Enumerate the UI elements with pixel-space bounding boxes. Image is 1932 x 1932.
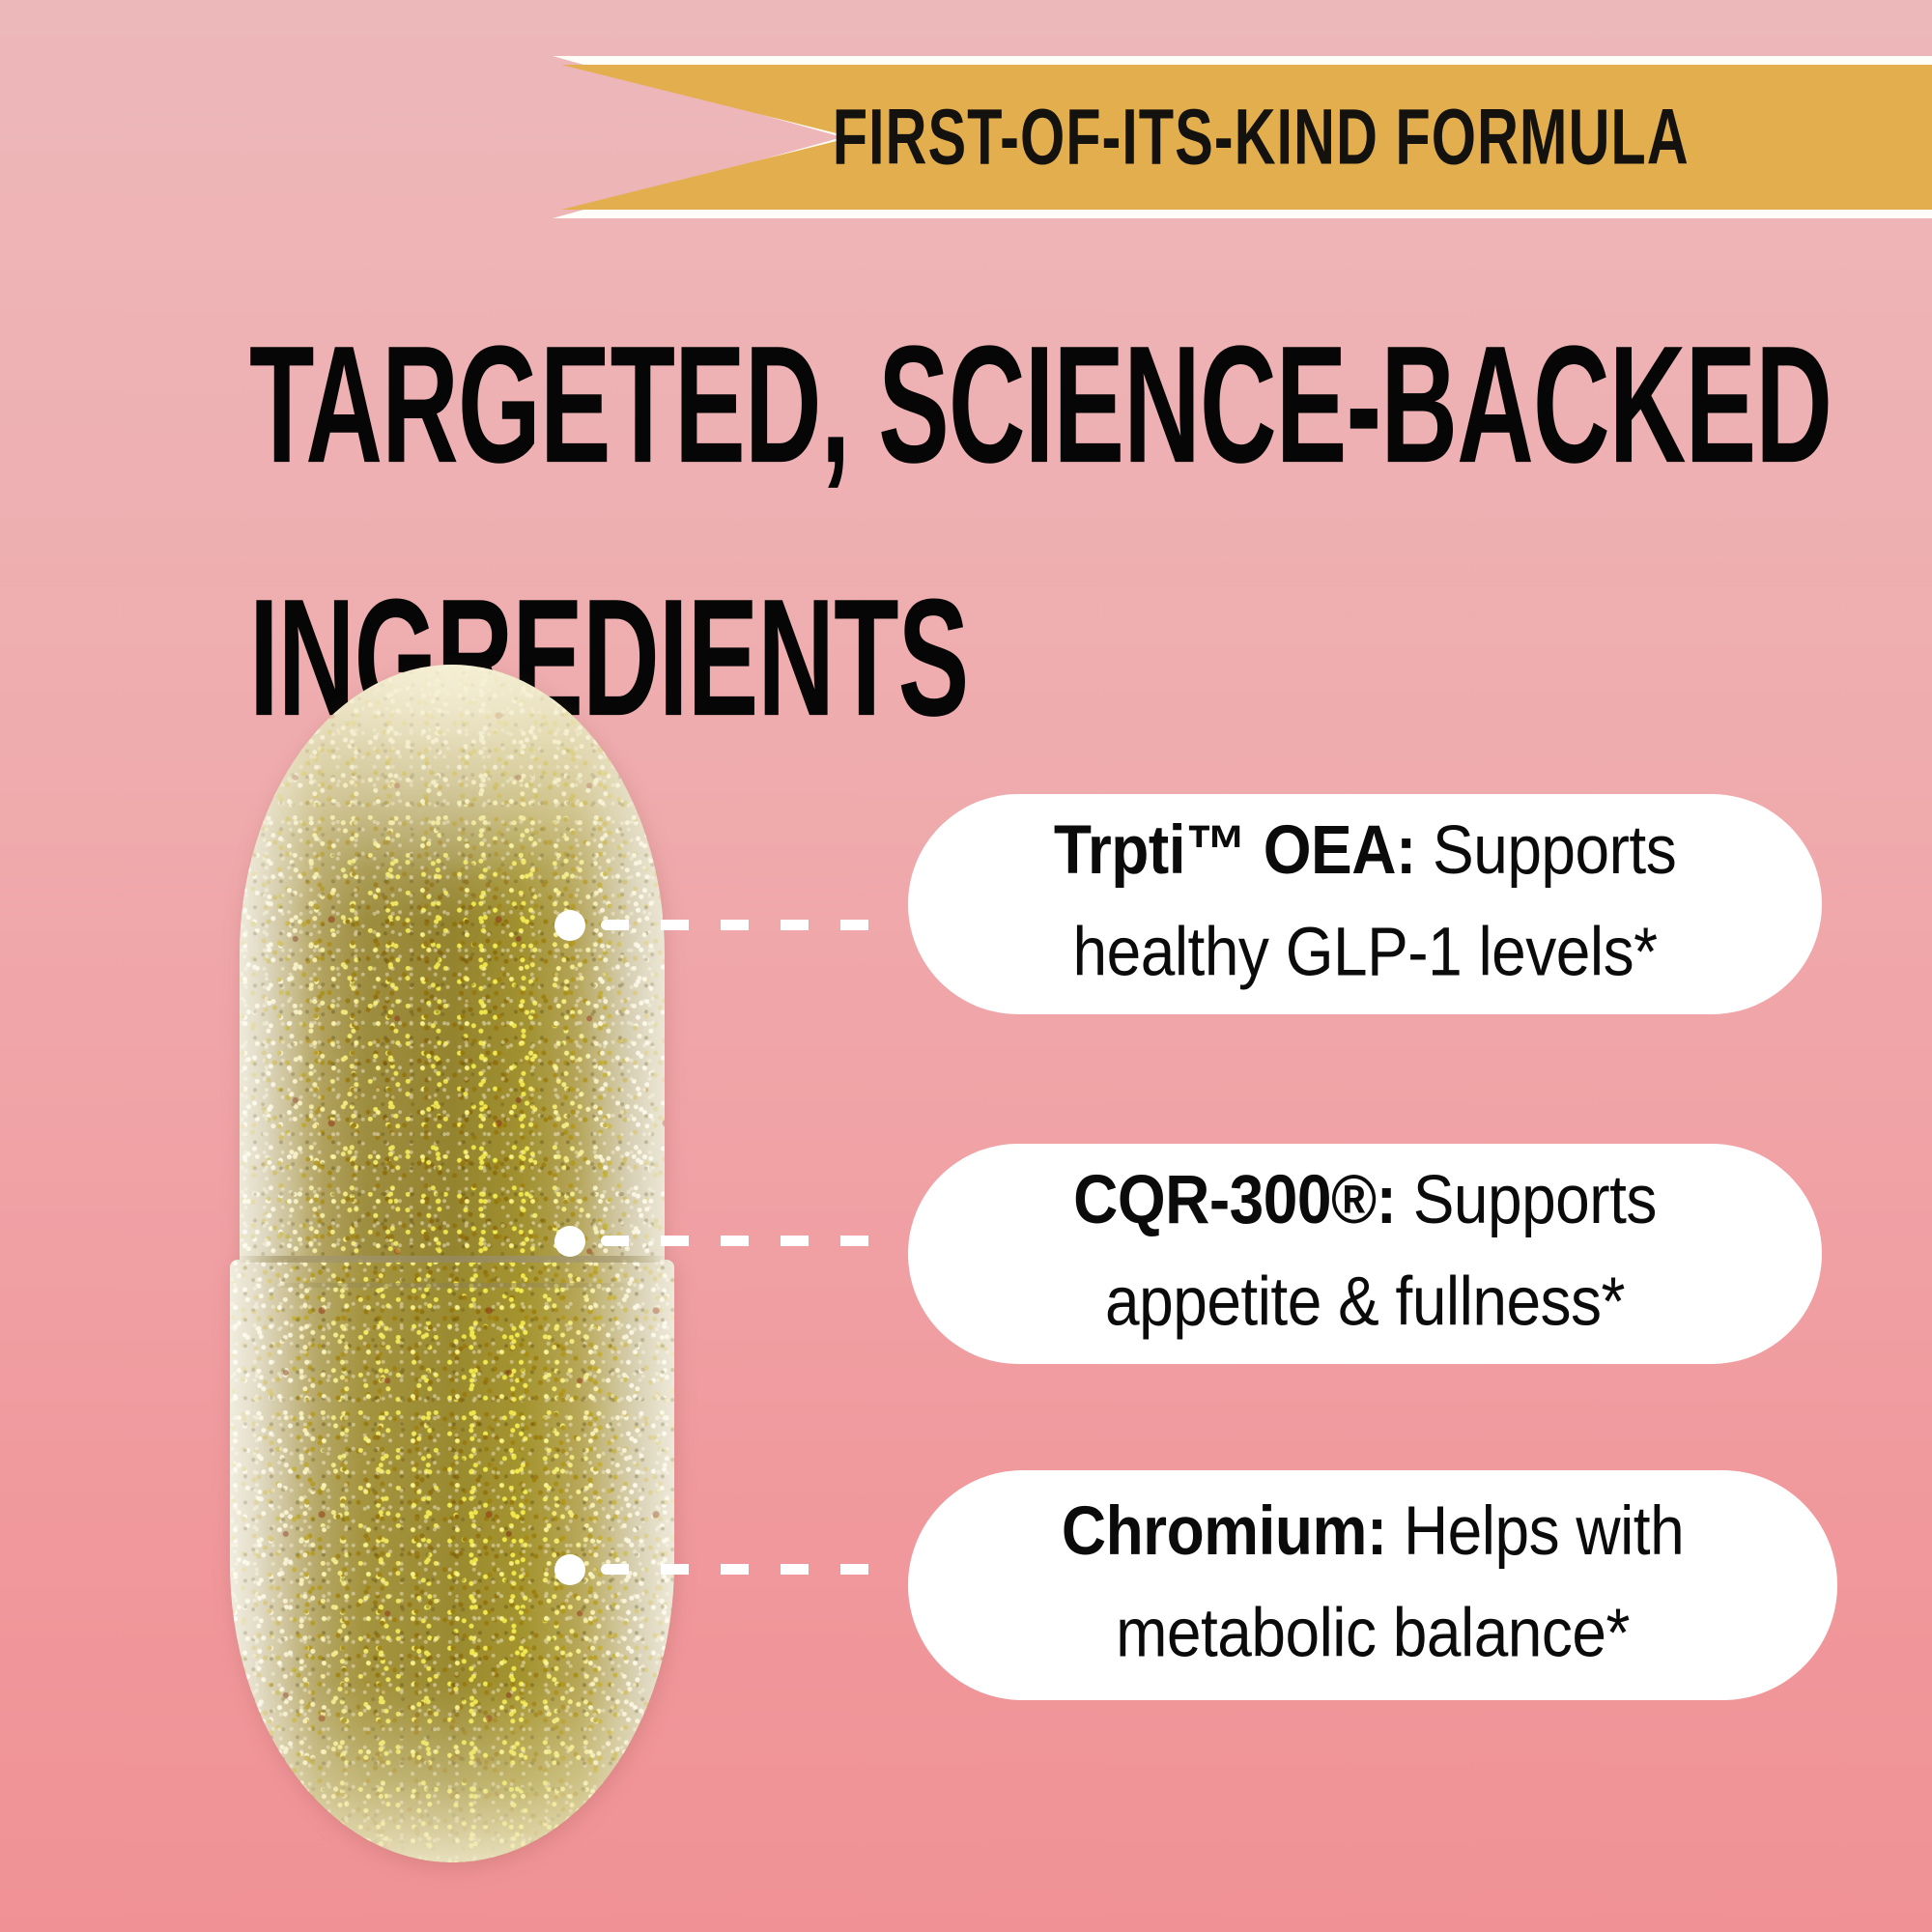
connector-line-chromium [601, 1564, 883, 1575]
callout-chromium-line-1: Chromium: Helps with [1061, 1492, 1685, 1570]
connector-dot-cqr [554, 1226, 585, 1257]
ribbon-label: FIRST-OF-ITS-KIND FORMULA [832, 93, 1690, 182]
callout-chromium-rest: Helps with [1386, 1492, 1685, 1570]
connector-dot-trpti [554, 910, 585, 941]
callout-cqr-300: CQR-300®: Supports appetite & fullness* [908, 1144, 1822, 1364]
ribbon-banner: FIRST-OF-ITS-KIND FORMULA [553, 56, 1932, 218]
callout-trpti-oea-line-1: Trpti™ OEA: Supports [1053, 810, 1677, 889]
callout-chromium-line-2: metabolic balance* [1116, 1593, 1630, 1671]
callout-trpti-oea-bold: Trpti™ OEA: [1053, 810, 1416, 889]
callout-cqr-300-rest: Supports [1396, 1160, 1658, 1238]
callout-trpti-oea-rest: Supports [1415, 810, 1677, 889]
callout-chromium: Chromium: Helps with metabolic balance* [908, 1470, 1837, 1700]
callout-trpti-oea-line-2: healthy GLP-1 levels* [1072, 912, 1658, 990]
callout-cqr-300-line-1: CQR-300®: Supports [1073, 1160, 1657, 1238]
callout-trpti-oea: Trpti™ OEA: Supports healthy GLP-1 level… [908, 794, 1822, 1014]
connector-line-cqr [601, 1236, 883, 1246]
connector-dot-chromium [554, 1554, 585, 1585]
callout-cqr-300-line-2: appetite & fullness* [1105, 1262, 1625, 1340]
capsule-image [230, 665, 674, 1862]
callout-trpti-oea-text: Trpti™ OEA: Supports healthy GLP-1 level… [1053, 799, 1677, 1003]
callout-cqr-300-text: CQR-300®: Supports appetite & fullness* [1073, 1149, 1657, 1352]
capsule-powder-flecks-body [230, 1260, 674, 1862]
page-title-line-1: TARGETED, SCIENCE-BACKED [249, 311, 1833, 498]
capsule-body-half [230, 1260, 674, 1862]
capsule-powder-flecks [240, 665, 665, 1275]
callout-chromium-bold: Chromium: [1061, 1492, 1387, 1570]
capsule-powder-fill-line [269, 1283, 636, 1288]
callout-cqr-300-bold: CQR-300®: [1073, 1160, 1397, 1238]
capsule-cap-half [240, 665, 665, 1275]
callout-chromium-text: Chromium: Helps with metabolic balance* [1061, 1480, 1685, 1684]
capsule-graphic [230, 665, 674, 1862]
capsule-seam [236, 1256, 668, 1263]
connector-line-trpti [601, 920, 883, 930]
